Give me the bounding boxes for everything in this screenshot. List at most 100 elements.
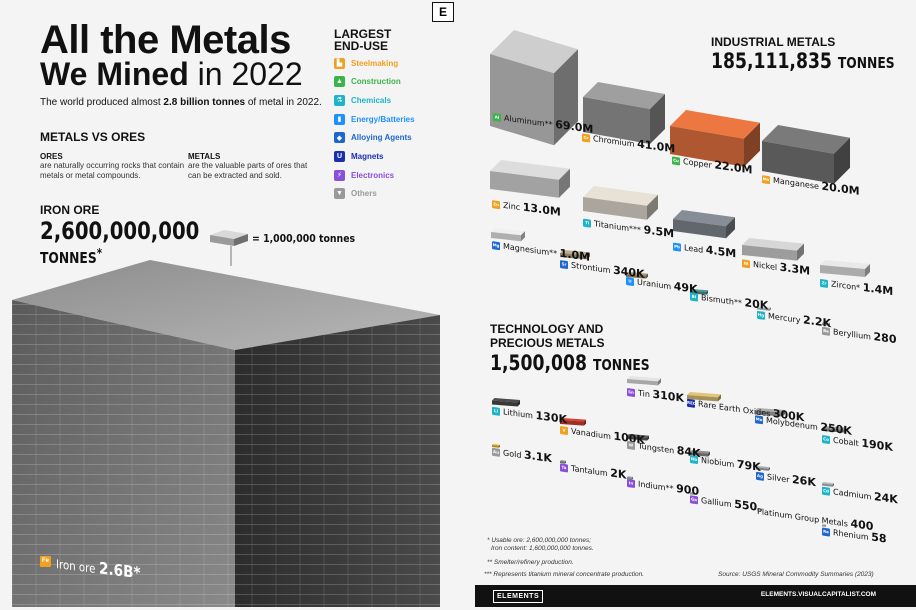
block-face <box>757 306 771 309</box>
block-face <box>822 322 830 324</box>
tech-unit: TONNES <box>592 356 650 374</box>
block-face <box>834 137 850 184</box>
block-face <box>560 418 586 422</box>
block-mercury <box>757 306 771 311</box>
legend-title: LARGEST END-USE <box>334 27 392 53</box>
tech-heading-1: TECHNOLOGY AND <box>490 322 604 336</box>
iron-ore-unit-line: TONNES* <box>40 245 102 267</box>
element-badge: Mo <box>755 414 763 424</box>
block-vanadium <box>560 418 586 426</box>
block-face <box>822 428 844 433</box>
block-face <box>499 444 500 448</box>
source-note: Source: USGS Mineral Commodity Summaries… <box>718 571 874 578</box>
title-line-1: All the Metals <box>40 18 291 62</box>
block-face <box>756 467 769 471</box>
block-face <box>769 307 771 311</box>
element-badge: REO <box>687 398 697 408</box>
element-badge: Cu <box>672 155 680 165</box>
brand-letter-logo: E <box>432 2 454 22</box>
legend-item: ⚡ Electronics <box>334 168 394 182</box>
element-badge: W <box>627 440 635 450</box>
block-manganese <box>762 125 850 184</box>
block-face <box>844 427 846 433</box>
factory-icon: ▙ <box>334 57 345 69</box>
block-face <box>650 94 665 144</box>
block-face <box>492 400 518 407</box>
block-face <box>670 110 760 139</box>
element-badge: Co <box>822 434 830 444</box>
block-face <box>820 265 865 277</box>
block-face <box>583 197 647 220</box>
block-face <box>627 376 661 382</box>
element-badge: Nb <box>690 454 698 464</box>
footer-bar: ELEMENTS ELEMENTS.VISUALCAPITALIST.COM <box>475 585 916 607</box>
block-face <box>687 395 718 402</box>
block-strontium <box>560 250 590 260</box>
element-badge: Li <box>492 406 500 416</box>
subtitle-bold: 2.8 billion tonnes <box>163 97 246 108</box>
block-gallium <box>690 492 695 495</box>
subtitle-pre: The world produced almost <box>40 97 164 108</box>
block-face <box>491 232 521 242</box>
legend-item: ▲ Construction <box>334 75 401 89</box>
footer-url[interactable]: ELEMENTS.VISUALCAPITALIST.COM <box>760 591 876 598</box>
ores-text: are naturally occurring rocks that conta… <box>40 161 185 180</box>
block-face <box>782 410 785 417</box>
block-face <box>820 260 870 269</box>
block-face <box>829 322 830 326</box>
others-icon: ▼ <box>334 188 345 200</box>
block-face <box>490 54 554 146</box>
block-titanium <box>583 186 658 220</box>
metals-text: are the valuable parts of ores that can … <box>188 161 308 180</box>
legend-label: Energy/Batteries <box>351 114 415 124</box>
block-face <box>690 450 710 454</box>
legend-item: ⚗ Chemicals <box>334 93 391 107</box>
metal-value: 2K <box>610 466 627 482</box>
block-face <box>626 274 646 279</box>
legend-label: Electronics <box>351 170 395 180</box>
block-face <box>762 141 834 184</box>
iron-ore-heading: IRON ORE <box>40 203 100 217</box>
block-chromium <box>583 82 665 144</box>
block-face <box>647 194 658 220</box>
footer-brand[interactable]: ELEMENTS <box>493 590 544 603</box>
element-badge: Sn <box>627 387 635 397</box>
block-face <box>742 238 804 251</box>
element-badge: Zr <box>820 278 828 288</box>
element-badge: Ta <box>560 462 568 472</box>
legend-item: ▮ Energy/Batteries <box>334 112 415 126</box>
legend-item: ▙ Steelmaking <box>334 56 398 70</box>
footnote-1b: Iron content: 1,600,000,000 tonnes. <box>491 545 594 552</box>
legend-label: Alloying Agents <box>351 133 412 143</box>
block-face <box>822 426 846 430</box>
element-badge: Mg <box>492 240 500 250</box>
block-face <box>554 49 578 146</box>
element-badge: Be <box>822 326 830 336</box>
block-face <box>757 307 770 311</box>
title-thin: in 2022 <box>197 56 303 92</box>
block-face <box>627 379 658 386</box>
legend-label: Chemicals <box>351 95 392 105</box>
legend-label: Construction <box>351 77 401 87</box>
block-lead <box>673 210 735 239</box>
block-face <box>673 219 726 239</box>
metal-name: Tin <box>638 388 653 400</box>
industrial-heading: INDUSTRIAL METALS <box>711 35 836 49</box>
element-badge: V <box>560 425 568 435</box>
block-beryllium <box>822 322 830 326</box>
element-badge: Cd <box>822 486 830 496</box>
tech-total: 1,500,008 <box>490 351 587 375</box>
block-face <box>694 492 695 495</box>
iron-ore-asterisk: * <box>96 245 103 260</box>
ores-heading: ORES <box>40 152 63 161</box>
block-face <box>492 398 520 403</box>
element-badge: Au <box>492 447 500 457</box>
block-face <box>865 264 870 277</box>
block-face <box>627 434 649 438</box>
metal-value: 58 <box>871 530 887 546</box>
block-face <box>560 460 566 462</box>
element-badge: Re <box>822 526 830 537</box>
block-face <box>627 436 647 441</box>
block-uranium <box>626 272 648 279</box>
